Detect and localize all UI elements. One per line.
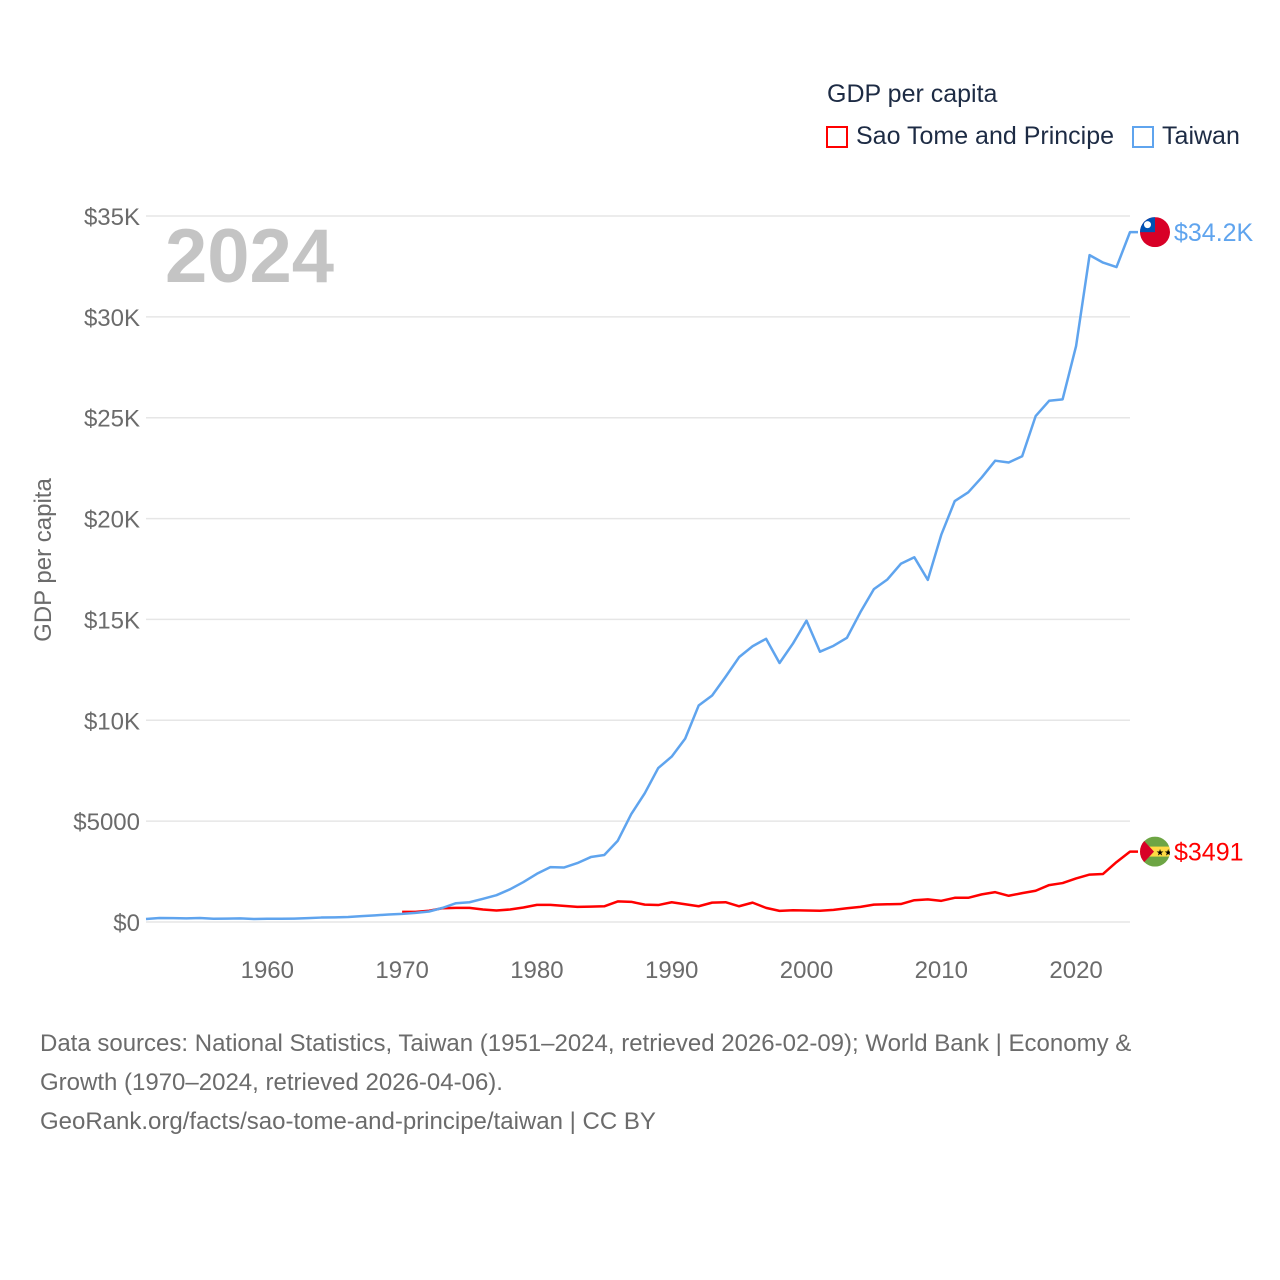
taiwan-flag-icon [1140,217,1170,248]
y-tick-label: $30K [84,305,140,332]
legend-label-sao-tome: Sao Tome and Principe [856,122,1115,150]
end-value-label: $3491 [1174,839,1244,867]
year-overlay: 2024 [165,214,334,299]
y-tick-label: $10K [84,708,140,735]
legend-swatch-taiwan [1132,125,1155,148]
footer: Data sources: National Statistics, Taiwa… [40,1024,1240,1141]
attribution-link[interactable]: GeoRank.org/facts/sao-tome-and-principe/… [40,1108,656,1135]
x-tick-label: 2000 [780,957,833,984]
series-line-sao-tome [402,850,1138,914]
sao-tome-flag-icon: ★★ [1140,836,1172,867]
series-line-taiwan [145,230,1138,921]
x-tick-label: 1960 [241,957,294,984]
source-line-2: Growth (1970–2024, retrieved 2026-04-06)… [40,1069,503,1096]
legend-item-sao-tome[interactable]: Sao Tome and Principe [826,122,1114,151]
legend: Sao Tome and Principe Taiwan [826,122,1258,151]
x-tick-label: 1980 [510,957,563,984]
y-axis-label: GDP per capita [30,478,57,642]
legend-item-taiwan[interactable]: Taiwan [1132,122,1240,151]
legend-label-taiwan: Taiwan [1162,122,1240,150]
svg-text:★★: ★★ [1156,848,1172,858]
y-tick-label: $15K [84,607,140,634]
y-tick-label: $25K [84,406,140,433]
y-tick-label: $20K [84,507,140,534]
y-tick-label: $0 [113,910,140,937]
y-tick-label: $35K [84,204,140,231]
source-line-1: Data sources: National Statistics, Taiwa… [40,1030,1132,1057]
x-tick-label: 2010 [915,957,968,984]
x-tick-label: 1990 [645,957,698,984]
x-tick-label: 1970 [375,957,428,984]
legend-title: GDP per capita [827,80,998,108]
legend-swatch-sao-tome [826,125,848,148]
x-tick-label: 2020 [1049,957,1102,984]
line-chart: $0 $5000 $10K $15K $20K $25K $30K $35K 1960 1970 1… [30,204,1254,984]
y-tick-label: $5000 [73,809,140,836]
end-value-label: $34.2K [1174,219,1254,247]
